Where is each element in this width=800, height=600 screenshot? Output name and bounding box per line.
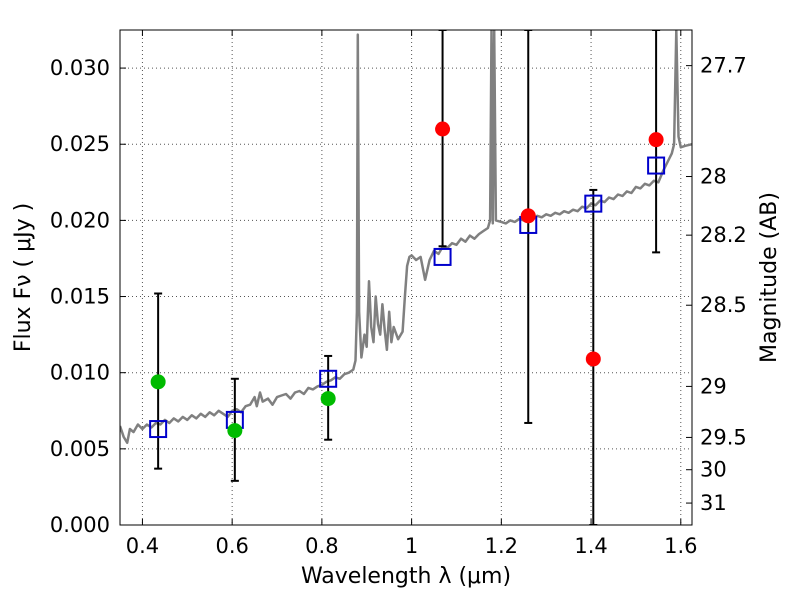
grid [120,30,692,525]
spectrum [120,30,692,445]
x-tick-label: 1.4 [574,534,607,558]
y2-tick-label: 28.5 [700,293,747,317]
y2-axis-label: Magnitude (AB) [757,192,782,363]
model-square-marker [647,156,666,175]
ticks [120,30,692,526]
y2-tick-label: 29 [700,374,727,398]
y-tick-label: 0.010 [50,361,110,385]
x-tick-label: 1 [405,534,418,558]
y-tick-label: 0.005 [50,437,110,461]
axis-labels: 0.4 0.6 0.8 1 1.2 1.4 1.6 0.000 0.005 0.010 0.015 0… [11,54,782,589]
y-axis-label: Flux Fν ( μJy ) [11,203,36,352]
model-square-marker [149,420,168,439]
y2-tick-label: 30 [700,458,727,482]
red-data-point [520,208,536,224]
y-tick-label: 0.000 [50,513,110,537]
y2-tick-label: 31 [700,491,727,515]
red-data-point [435,121,451,137]
model-square-marker [433,247,452,266]
y2-tick-label: 29.5 [700,425,747,449]
spectrum-line [120,30,692,445]
y2-tick-label: 27.7 [700,54,747,78]
data-markers [149,121,666,439]
x-tick-label: 0.8 [305,534,338,558]
red-data-point [585,351,601,367]
y2-tick-label: 28 [700,165,727,189]
y-tick-label: 0.020 [50,208,110,232]
green-data-point [227,423,243,439]
y-tick-label: 0.025 [50,132,110,156]
y-tick-label: 0.015 [50,285,110,309]
y-tick-label: 0.030 [50,56,110,80]
red-data-point [648,132,664,148]
green-data-point [320,391,336,407]
x-tick-label: 1.2 [485,534,518,558]
plot-frame [119,29,693,526]
green-data-point [150,374,166,390]
y2-tick-label: 28.2 [700,223,747,247]
x-axis-label: Wavelength λ (μm) [301,564,511,589]
model-square-marker [584,194,603,213]
x-tick-label: 1.6 [664,534,697,558]
model-square-marker [319,369,338,388]
x-tick-label: 0.6 [215,534,248,558]
x-tick-label: 0.4 [126,534,159,558]
